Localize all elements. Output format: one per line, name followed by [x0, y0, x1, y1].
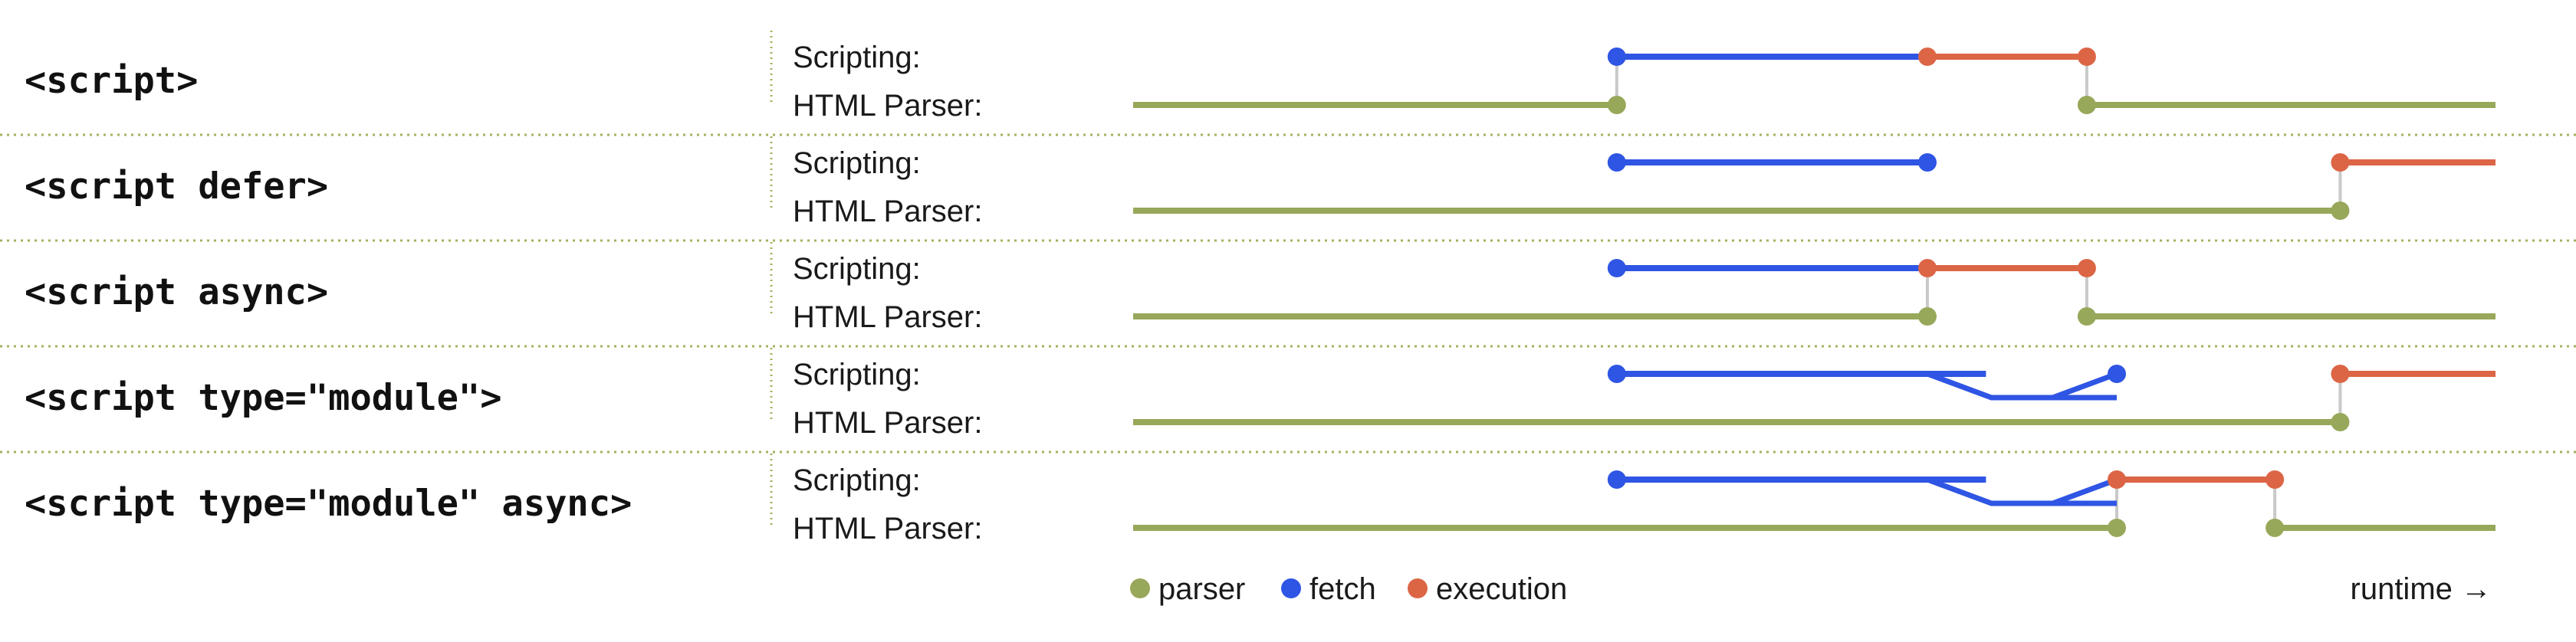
html-parser-lane-label: HTML Parser:	[793, 300, 982, 334]
fetch-dot	[1607, 153, 1626, 172]
html-parser-lane-label: HTML Parser:	[793, 195, 982, 228]
scripting-lane-label: Scripting:	[793, 41, 921, 74]
scripting-lane-label: Scripting:	[793, 146, 921, 180]
html-parser-lane-label: HTML Parser:	[793, 512, 982, 545]
html-parser-lane-label: HTML Parser:	[793, 406, 982, 440]
scripting-lane-label: Scripting:	[793, 463, 921, 497]
fetch-dot	[1607, 47, 1626, 66]
legend-fetch-label: fetch	[1309, 572, 1376, 606]
scripting-lane-label: Scripting:	[793, 358, 921, 391]
fetch-dot	[1607, 259, 1626, 277]
execution-dot	[2266, 470, 2285, 489]
row-label: <script async>	[25, 271, 328, 313]
parser-dot	[2077, 96, 2096, 114]
runtime-label: runtime →	[2351, 572, 2492, 606]
parser-dot	[2107, 519, 2126, 537]
fetch-branch-merge	[2052, 477, 2118, 506]
parser-dot	[1917, 307, 1937, 326]
legend-execution-swatch	[1408, 578, 1428, 598]
fetch-dot	[1917, 153, 1937, 172]
html-parser-lane-label: HTML Parser:	[793, 89, 982, 123]
fetch-branch-lower	[1926, 477, 2117, 506]
fetch-dot	[1607, 365, 1626, 383]
legend-execution-label: execution	[1436, 572, 1567, 606]
execution-dot	[2077, 259, 2096, 277]
timeline-rows: <script> Scripting: HTML Parser: <script de…	[0, 31, 2576, 545]
parser-dot	[2331, 201, 2350, 220]
parser-dot	[2077, 307, 2096, 326]
legend-fetch-swatch	[1281, 578, 1301, 598]
parser-dot	[1607, 96, 1626, 114]
execution-dot	[2331, 153, 2350, 172]
parser-dot	[2266, 519, 2285, 537]
row-label: <script type="module" async>	[25, 483, 632, 525]
legend-parser-label: parser	[1158, 572, 1245, 606]
fetch-branch-lower	[1926, 371, 2117, 401]
fetch-dot	[1607, 470, 1626, 489]
execution-dot	[1917, 259, 1937, 277]
execution-dot	[2077, 47, 2096, 66]
execution-dot	[1917, 47, 1937, 66]
row-label: <script type="module">	[25, 377, 502, 419]
legend: parser fetch execution runtime →	[1130, 572, 2492, 606]
execution-dot	[2107, 470, 2126, 489]
fetch-branch-merge	[2052, 371, 2118, 401]
scripting-lane-label: Scripting:	[793, 252, 921, 286]
fetch-dot	[2107, 365, 2126, 383]
row-label: <script>	[25, 60, 198, 102]
row-label: <script defer>	[25, 165, 328, 208]
parser-dot	[2331, 413, 2350, 431]
execution-dot	[2331, 365, 2350, 383]
legend-parser-swatch	[1130, 578, 1150, 598]
